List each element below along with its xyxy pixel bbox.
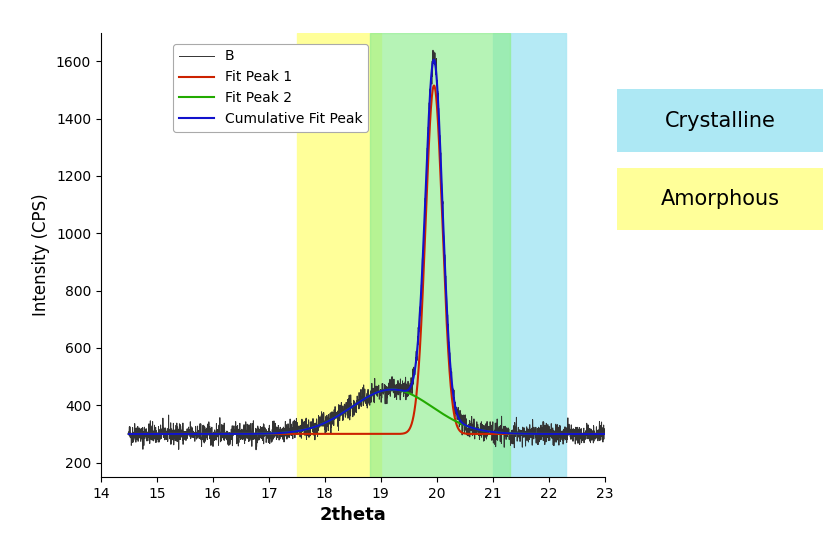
B <box>600 429 610 435</box>
Fit Peak 1 <box>531 431 541 437</box>
Fit Peak 2 <box>134 431 144 437</box>
Fit Peak 1 <box>123 431 134 437</box>
Cumulative Fit Peak <box>429 56 439 63</box>
Bar <box>370 33 510 477</box>
Fit Peak 1 <box>549 431 559 437</box>
Fit Peak 1 <box>389 431 399 437</box>
Fit Peak 2 <box>512 430 522 437</box>
Fit Peak 2 <box>531 431 541 437</box>
Fit Peak 2 <box>308 424 318 430</box>
Fit Peak 2 <box>549 431 559 437</box>
B <box>549 428 559 434</box>
Fit Peak 2 <box>387 386 397 393</box>
Fit Peak 2 <box>123 431 134 437</box>
B <box>251 447 261 453</box>
Fit Peak 1 <box>429 82 439 89</box>
Legend: B, Fit Peak 1, Fit Peak 2, Cumulative Fit Peak: B, Fit Peak 1, Fit Peak 2, Cumulative Fi… <box>173 44 368 132</box>
X-axis label: 2theta: 2theta <box>319 506 386 524</box>
Y-axis label: Intensity (CPS): Intensity (CPS) <box>32 193 50 316</box>
Fit Peak 1 <box>512 431 522 437</box>
Cumulative Fit Peak <box>512 430 522 437</box>
Cumulative Fit Peak <box>308 424 318 430</box>
Line: Fit Peak 2: Fit Peak 2 <box>129 390 605 434</box>
Cumulative Fit Peak <box>531 431 541 437</box>
Line: Cumulative Fit Peak: Cumulative Fit Peak <box>129 60 605 434</box>
Fit Peak 1 <box>600 431 610 437</box>
Cumulative Fit Peak <box>600 431 610 437</box>
Fit Peak 2 <box>600 431 610 437</box>
Fit Peak 2 <box>390 386 400 393</box>
B <box>123 429 134 435</box>
B <box>308 424 318 430</box>
Cumulative Fit Peak <box>123 431 134 437</box>
B <box>512 431 522 437</box>
B <box>531 440 541 447</box>
Text: Amorphous: Amorphous <box>661 189 780 209</box>
Bar <box>297 33 381 477</box>
Cumulative Fit Peak <box>389 386 399 393</box>
Fit Peak 1 <box>134 431 144 437</box>
B <box>390 386 400 392</box>
Line: Fit Peak 1: Fit Peak 1 <box>129 86 605 434</box>
Line: B: B <box>129 50 605 450</box>
Fit Peak 1 <box>308 431 318 437</box>
B <box>428 47 438 54</box>
B <box>134 431 144 438</box>
Cumulative Fit Peak <box>549 431 559 437</box>
Text: Crystalline: Crystalline <box>665 111 775 131</box>
Cumulative Fit Peak <box>134 431 144 437</box>
Bar <box>493 33 565 477</box>
